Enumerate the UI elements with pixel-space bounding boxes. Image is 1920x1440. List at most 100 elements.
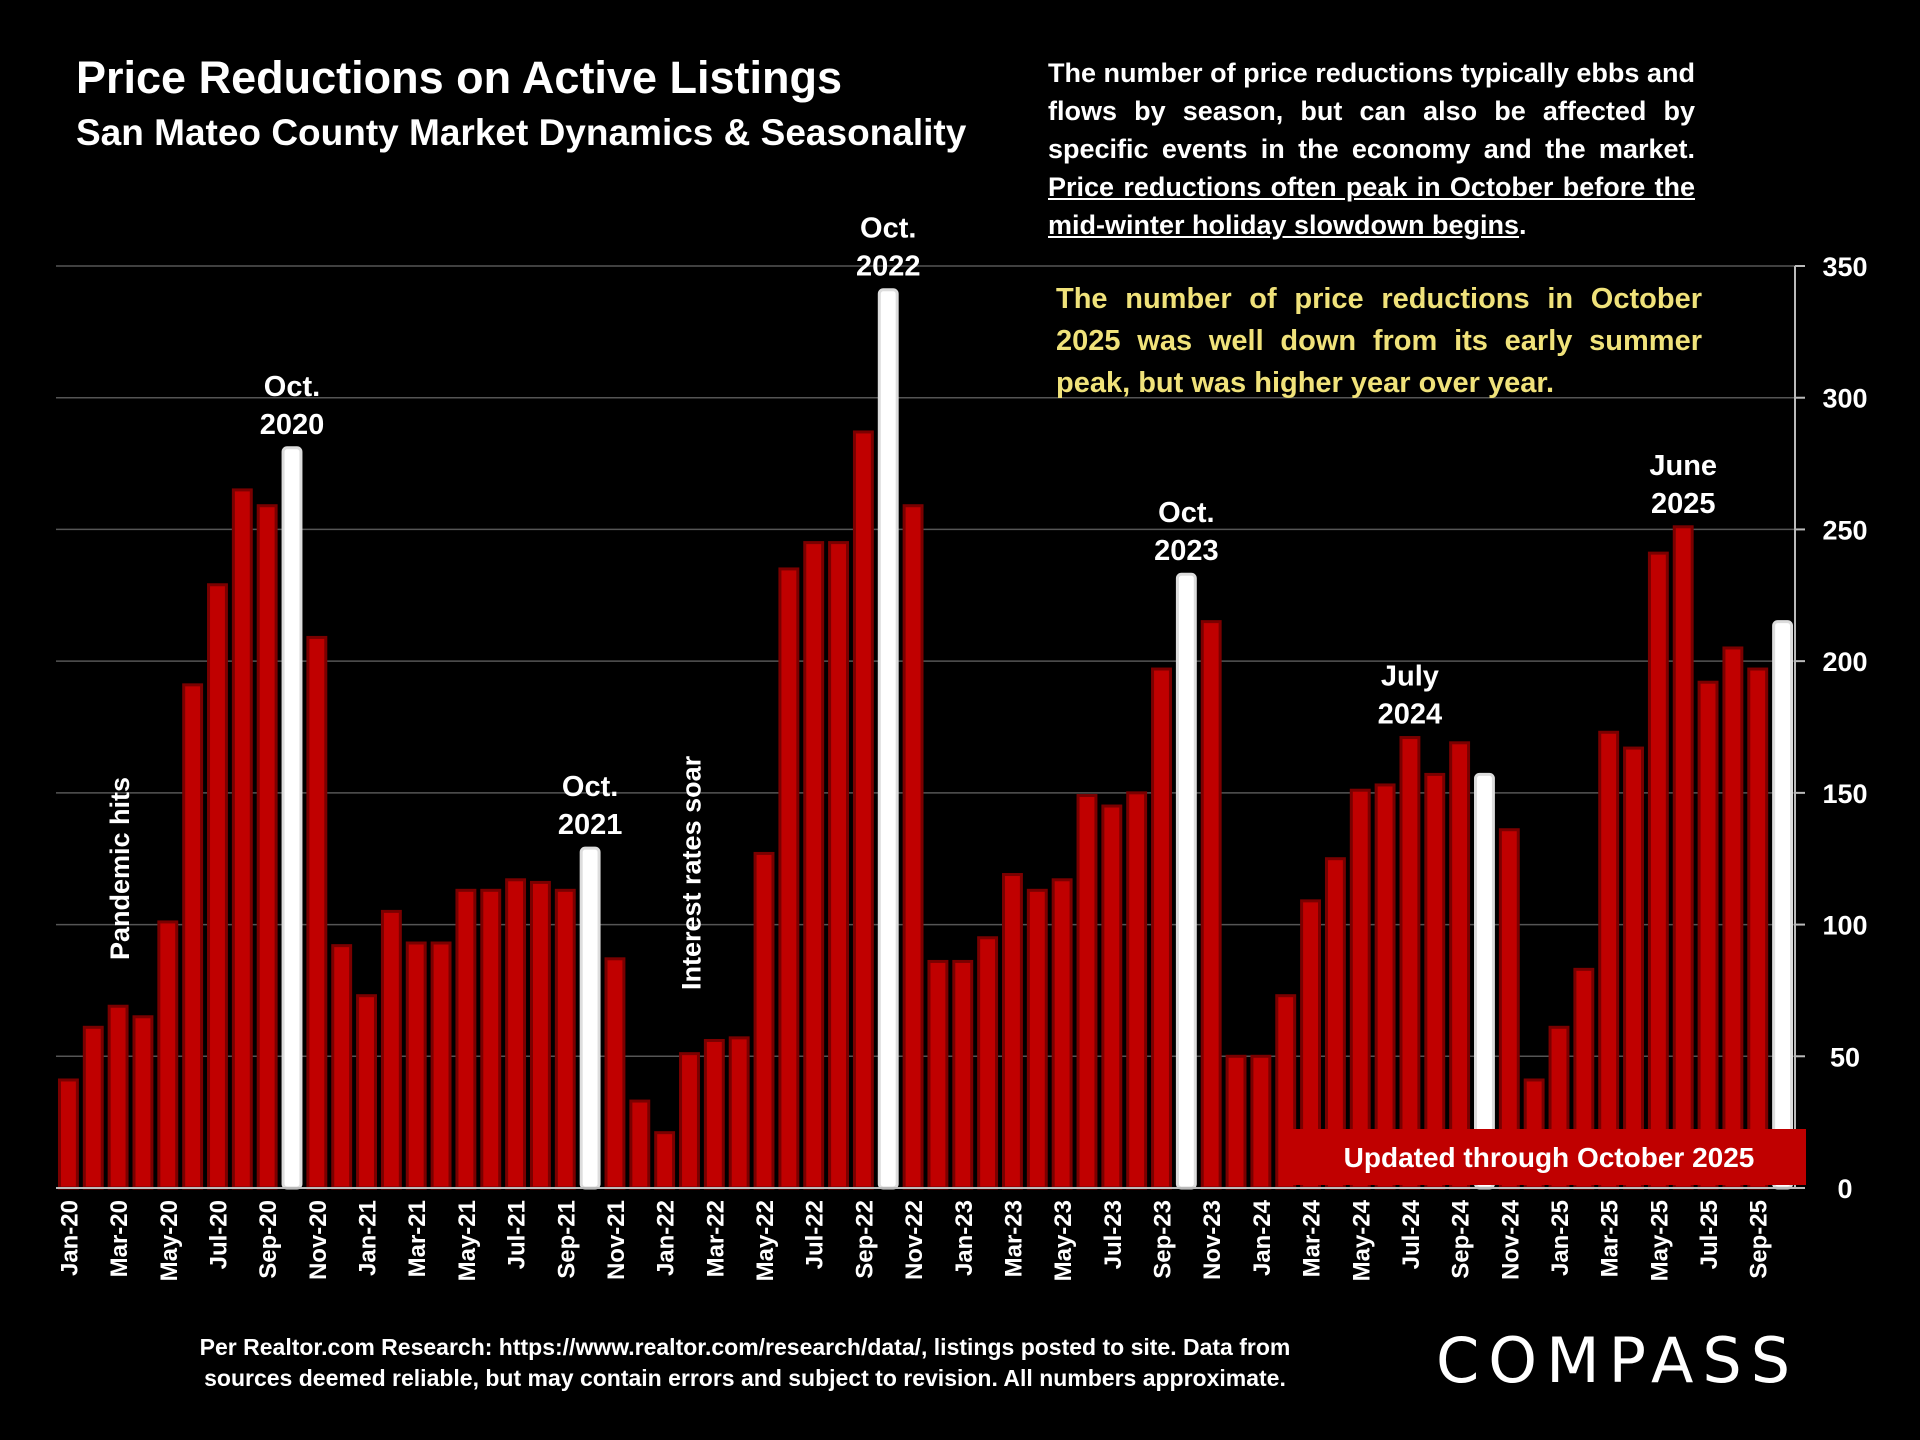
annotation-label: 2024 — [1378, 699, 1443, 731]
x-tick-label: Sep-24 — [1448, 1199, 1475, 1278]
bar-Feb-20 — [82, 1025, 104, 1190]
bar-Sep-23 — [1151, 667, 1172, 1190]
x-tick-label: Jan-25 — [1547, 1200, 1574, 1276]
bar-Jun-25 — [1672, 525, 1694, 1190]
bar-Sep-24 — [1449, 741, 1471, 1190]
bar-Feb-22 — [679, 1052, 700, 1190]
x-tick-label: Nov-24 — [1497, 1199, 1524, 1280]
bar-Oct-23 — [1175, 572, 1197, 1190]
bar-Jun-22 — [778, 567, 800, 1190]
bar-Jul-25 — [1697, 680, 1719, 1190]
bar-Jun-23 — [1076, 793, 1098, 1190]
x-tick-label: Mar-24 — [1299, 1199, 1326, 1277]
x-tick-label: Mar-20 — [106, 1200, 133, 1277]
x-tick-label: May-23 — [1050, 1200, 1077, 1281]
x-tick-label: Sep-21 — [553, 1200, 580, 1279]
note-end: . — [1519, 210, 1527, 240]
x-tick-label: Jul-23 — [1100, 1200, 1127, 1269]
bar-May-24 — [1349, 788, 1371, 1190]
bar-May-22 — [753, 851, 775, 1190]
bar-Oct-21 — [579, 846, 601, 1190]
bar-Aug-20 — [231, 488, 253, 1190]
event-annotation: Pandemic hits — [105, 777, 135, 960]
x-tick-label: Mar-21 — [404, 1200, 431, 1277]
bar-Dec-23 — [1225, 1054, 1247, 1190]
bar-Jan-22 — [654, 1131, 676, 1190]
bar-Mar-21 — [405, 941, 427, 1190]
bar-Aug-21 — [529, 880, 551, 1190]
x-tick-label: Jan-23 — [951, 1200, 978, 1276]
bar-Jul-22 — [803, 541, 825, 1190]
x-tick-label: Nov-21 — [603, 1200, 630, 1280]
x-tick-label: Jul-25 — [1696, 1200, 1723, 1269]
y-tick-label: 150 — [1822, 779, 1867, 809]
annotation-label: Oct. — [562, 771, 618, 803]
y-tick-label: 350 — [1822, 252, 1867, 282]
annotation-label: 2020 — [260, 409, 325, 441]
x-tick-label: Jan-22 — [653, 1200, 680, 1276]
bar-Apr-20 — [132, 1015, 154, 1190]
x-tick-label: Sep-22 — [851, 1200, 878, 1279]
x-tick-label: May-24 — [1348, 1199, 1375, 1281]
x-tick-label: Mar-23 — [1000, 1200, 1027, 1277]
source-footnote: Per Realtor.com Research: https://www.re… — [199, 1334, 1291, 1391]
bar-Mar-25 — [1598, 730, 1620, 1190]
bar-Aug-24 — [1424, 772, 1446, 1190]
bar-Apr-25 — [1623, 746, 1644, 1190]
annotation-label: 2023 — [1154, 535, 1219, 567]
note-underlined-text: Price reductions often peak in October b… — [1048, 172, 1695, 240]
x-tick-label: Mar-22 — [702, 1200, 729, 1277]
bar-Sep-20 — [256, 504, 278, 1190]
x-tick-label: Sep-20 — [255, 1200, 282, 1279]
note-text: The number of price reductions typically… — [1048, 58, 1695, 164]
annotation-label: Oct. — [860, 213, 916, 245]
bar-Jan-21 — [356, 994, 377, 1190]
bar-Aug-22 — [828, 541, 849, 1190]
bar-Oct-25 — [1772, 620, 1794, 1190]
bar-Aug-25 — [1722, 646, 1744, 1190]
bar-Dec-20 — [331, 944, 353, 1190]
y-tick-label: 50 — [1830, 1042, 1860, 1072]
x-tick-label: Nov-23 — [1199, 1200, 1226, 1280]
bar-Aug-23 — [1126, 791, 1148, 1190]
chart-title: Price Reductions on Active Listings — [76, 52, 842, 103]
y-tick-label: 200 — [1822, 647, 1867, 677]
bar-Jan-24 — [1250, 1054, 1272, 1190]
x-tick-label: Sep-23 — [1150, 1200, 1177, 1279]
bar-Nov-20 — [306, 635, 328, 1190]
highlight-note: The number of price reductions in Octobe… — [1056, 283, 1702, 399]
x-tick-label: Jan-21 — [355, 1200, 382, 1276]
bar-May-21 — [455, 888, 477, 1190]
bar-Jul-20 — [207, 583, 228, 1190]
annotation-label: Oct. — [1158, 497, 1214, 529]
x-tick-label: Mar-25 — [1597, 1200, 1624, 1277]
update-banner-text: Updated through October 2025 — [1344, 1142, 1755, 1173]
x-tick-label: Jul-22 — [802, 1200, 829, 1269]
bar-Nov-22 — [902, 504, 924, 1190]
bar-Nov-21 — [604, 957, 626, 1190]
x-tick-label: May-21 — [454, 1200, 481, 1281]
annotation-label: June — [1649, 450, 1717, 482]
bar-Oct-24 — [1474, 772, 1495, 1190]
bar-Mar-20 — [107, 1004, 129, 1190]
x-tick-label: Jul-21 — [504, 1200, 531, 1269]
bar-May-23 — [1051, 878, 1073, 1190]
bar-Jun-20 — [182, 683, 204, 1190]
x-tick-label: Jul-20 — [205, 1200, 232, 1269]
bar-Sep-21 — [554, 888, 576, 1190]
bar-Dec-22 — [927, 959, 949, 1190]
bar-Jul-24 — [1399, 736, 1421, 1190]
annotation-label: July — [1381, 661, 1439, 693]
bar-Jan-20 — [57, 1078, 79, 1190]
update-banner — [1280, 1129, 1806, 1185]
chart-subtitle: San Mateo County Market Dynamics & Seaso… — [76, 112, 967, 153]
bar-Oct-22 — [877, 288, 899, 1190]
bar-Jul-21 — [505, 878, 527, 1190]
bar-Apr-21 — [430, 941, 452, 1190]
x-tick-label: Sep-25 — [1746, 1200, 1773, 1279]
compass-logo: COMPASS — [1436, 1324, 1800, 1397]
x-tick-label: May-20 — [156, 1200, 183, 1281]
bar-Dec-21 — [629, 1099, 651, 1190]
bar-Apr-22 — [728, 1036, 750, 1190]
